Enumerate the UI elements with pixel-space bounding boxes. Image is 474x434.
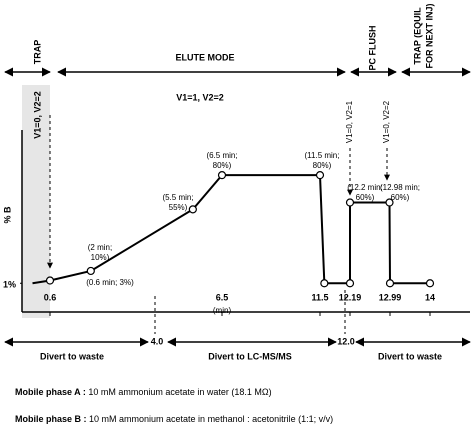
point [188, 205, 197, 214]
x-tick-label: 12.19 [339, 292, 362, 302]
note-text: 10 mM ammonium acetate in methanol : ace… [87, 414, 334, 424]
line [32, 174, 430, 285]
x-tick-label: 0.6 [44, 292, 57, 302]
valve-label: V1=0, V2=2 [32, 91, 42, 139]
note: Mobile phase B : 10 mM ammonium acetate … [15, 414, 333, 424]
point-label: (12.2 min; [347, 183, 383, 192]
note: Mobile phase A : 10 mM ammonium acetate … [15, 387, 272, 397]
point-label: 60%) [391, 193, 410, 202]
point [385, 198, 394, 207]
y-tick-label: 1% [3, 280, 16, 290]
point [320, 279, 329, 288]
x-tick-label: 12.99 [379, 292, 402, 302]
phase-label: PC FLUSH [367, 26, 377, 71]
valve-label: V1=1, V2=2 [176, 92, 224, 102]
phase-label: TRAP (EQUIL [412, 7, 422, 65]
phase-label: ELUTE MODE [175, 52, 234, 62]
point [86, 266, 95, 276]
divert-label: Divert to waste [40, 351, 104, 361]
note-text: 10 mM ammonium acetate in water (18.1 MΩ… [86, 387, 272, 397]
valve-label: V1=0, V2=1 [345, 100, 354, 143]
point-label: (11.5 min; [305, 151, 340, 160]
divert-time: 12.0 [337, 336, 355, 346]
note-label: Mobile phase A : [15, 387, 86, 397]
x-axis-label: (min) [213, 306, 232, 315]
point-label: 80%) [213, 161, 232, 170]
point-label: 60%) [356, 193, 375, 202]
point-label: (12.98 min; [380, 183, 420, 192]
point [45, 276, 55, 285]
point [345, 198, 355, 207]
point-label: 10%) [91, 253, 110, 262]
point-label: (5.5 min; [162, 193, 193, 202]
point-label: 55%) [169, 203, 188, 212]
note-label: Mobile phase B : [15, 414, 87, 424]
point [217, 171, 227, 180]
x-tick-label: 6.5 [216, 292, 229, 302]
y-axis-label: % B [2, 206, 12, 224]
point-label: (0.6 min; 3%) [86, 278, 134, 287]
point [425, 279, 435, 288]
phase-label: FOR NEXT INJ) [424, 3, 434, 68]
divert-time: 4.0 [151, 336, 164, 346]
point [345, 279, 355, 288]
divert-label: Divert to waste [378, 351, 442, 361]
point-label: (2 min; [88, 243, 112, 252]
point [385, 279, 395, 288]
valve-label: V1=0, V2=2 [382, 100, 391, 143]
divert-label: Divert to LC-MS/MS [208, 351, 292, 361]
phase-label: TRAP [32, 40, 42, 65]
x-tick-label: 14 [425, 292, 435, 302]
point-label: 80%) [313, 161, 332, 170]
point [315, 171, 325, 180]
trap-shading [22, 85, 50, 318]
point-label: (6.5 min; [206, 151, 237, 160]
x-tick-label: 11.5 [311, 292, 328, 302]
